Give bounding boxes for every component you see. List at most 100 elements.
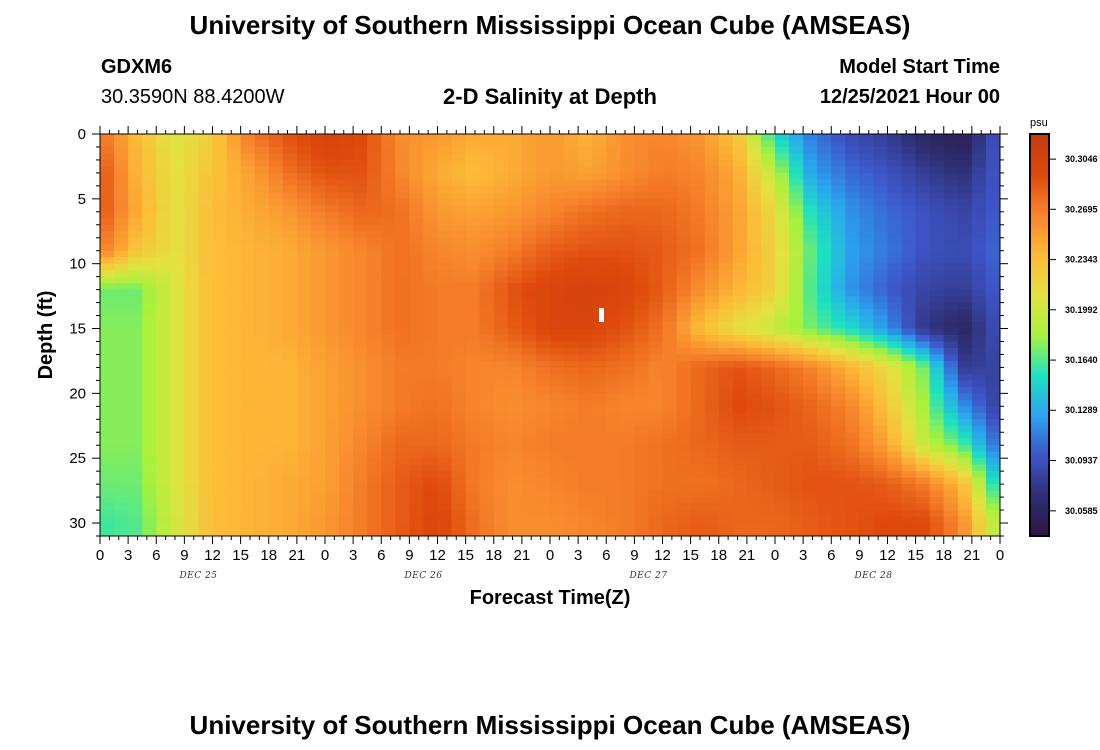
heatmap-cell xyxy=(310,477,326,485)
heatmap-cell xyxy=(423,237,439,245)
heatmap-cell xyxy=(521,140,537,148)
heatmap-cell xyxy=(789,354,804,362)
heatmap-cell xyxy=(803,192,818,200)
heatmap-cell xyxy=(198,471,214,479)
heatmap-cell xyxy=(606,458,621,466)
heatmap-cell xyxy=(634,211,650,219)
heatmap-cell xyxy=(339,412,354,420)
heatmap-cell xyxy=(873,360,889,369)
heatmap-cell xyxy=(437,341,453,349)
heatmap-cell xyxy=(859,386,875,394)
heatmap-cell xyxy=(325,477,340,485)
heatmap-cell xyxy=(268,347,284,356)
heatmap-cell xyxy=(367,471,382,479)
heatmap-cell xyxy=(915,172,931,180)
heatmap-cell xyxy=(268,380,284,388)
heatmap-cell xyxy=(845,146,860,155)
heatmap-cell xyxy=(985,231,1000,239)
heatmap-cell xyxy=(310,296,326,304)
heatmap-cell xyxy=(746,166,762,174)
heatmap-cell xyxy=(873,490,889,498)
heatmap-cell xyxy=(184,231,200,239)
heatmap-cell xyxy=(775,322,790,330)
heatmap-cell xyxy=(606,523,621,531)
heatmap-cell xyxy=(535,205,551,213)
heatmap-cell xyxy=(592,477,607,485)
heatmap-cell xyxy=(535,296,551,304)
heatmap-cell xyxy=(339,367,354,375)
heatmap-cell xyxy=(578,146,593,155)
heatmap-cell xyxy=(732,250,748,258)
heatmap-cell xyxy=(310,458,326,466)
heatmap-cell xyxy=(564,458,579,466)
heatmap-cell xyxy=(957,328,973,336)
heatmap-cell xyxy=(339,218,354,226)
heatmap-cell xyxy=(310,406,326,414)
heatmap-cell xyxy=(732,172,748,180)
heatmap-cell xyxy=(367,218,382,226)
heatmap-cell xyxy=(170,529,185,536)
heatmap-cell xyxy=(578,445,593,453)
heatmap-cell xyxy=(465,445,481,453)
heatmap-cell xyxy=(465,477,481,485)
heatmap-cell xyxy=(114,134,129,142)
heatmap-cell xyxy=(985,497,1000,505)
heatmap-cell xyxy=(296,224,312,232)
heatmap-cell xyxy=(746,432,762,440)
heatmap-cell xyxy=(634,166,650,174)
heatmap-cell xyxy=(254,341,270,349)
heatmap-cell xyxy=(578,354,593,362)
heatmap-cell xyxy=(339,315,354,323)
heatmap-cell xyxy=(409,283,425,291)
heatmap-cell xyxy=(198,425,214,433)
heatmap-cell xyxy=(268,179,284,187)
x-tick-label: 0 xyxy=(546,547,554,564)
heatmap-cell xyxy=(887,406,903,414)
heatmap-cell xyxy=(901,464,917,472)
heatmap-cell xyxy=(859,153,875,161)
heatmap-cell xyxy=(114,510,129,518)
heatmap-cell xyxy=(100,412,115,420)
heatmap-cell xyxy=(789,322,804,330)
heatmap-cell xyxy=(929,367,945,375)
heatmap-cell xyxy=(789,406,804,414)
heatmap-cell xyxy=(887,140,903,148)
heatmap-cell xyxy=(690,458,706,466)
heatmap-cell xyxy=(789,231,804,239)
heatmap-cell xyxy=(240,166,256,174)
heatmap-cell xyxy=(100,458,115,466)
heatmap-cell xyxy=(550,134,565,142)
heatmap-cell xyxy=(268,529,284,536)
heatmap-cell xyxy=(943,134,959,142)
heatmap-cell xyxy=(325,257,340,265)
heatmap-cell xyxy=(746,140,762,148)
heatmap-cell xyxy=(240,192,256,200)
heatmap-cell xyxy=(564,373,579,381)
heatmap-cell xyxy=(395,490,410,498)
heatmap-cell xyxy=(142,146,157,155)
heatmap-cell xyxy=(128,373,143,381)
heatmap-cell xyxy=(268,166,284,174)
heatmap-cell xyxy=(381,283,396,291)
heatmap-cell xyxy=(760,153,776,161)
heatmap-cell xyxy=(226,464,242,472)
heatmap-cell xyxy=(606,146,621,155)
heatmap-cell xyxy=(325,497,340,505)
heatmap-cell xyxy=(859,296,875,304)
heatmap-cell xyxy=(170,360,185,369)
heatmap-cell xyxy=(746,412,762,420)
heatmap-cell xyxy=(339,399,354,407)
heatmap-cell xyxy=(535,322,551,330)
heatmap-cell xyxy=(550,322,565,330)
heatmap-cell xyxy=(367,296,382,304)
heatmap-cell xyxy=(395,328,410,336)
heatmap-cell xyxy=(310,140,326,148)
heatmap-cell xyxy=(704,159,720,168)
heatmap-cell xyxy=(662,244,678,252)
heatmap-cell xyxy=(240,283,256,291)
heatmap-cell xyxy=(985,490,1000,498)
heatmap-cell xyxy=(620,179,635,187)
heatmap-cell xyxy=(873,438,889,446)
heatmap-cell xyxy=(676,354,692,362)
